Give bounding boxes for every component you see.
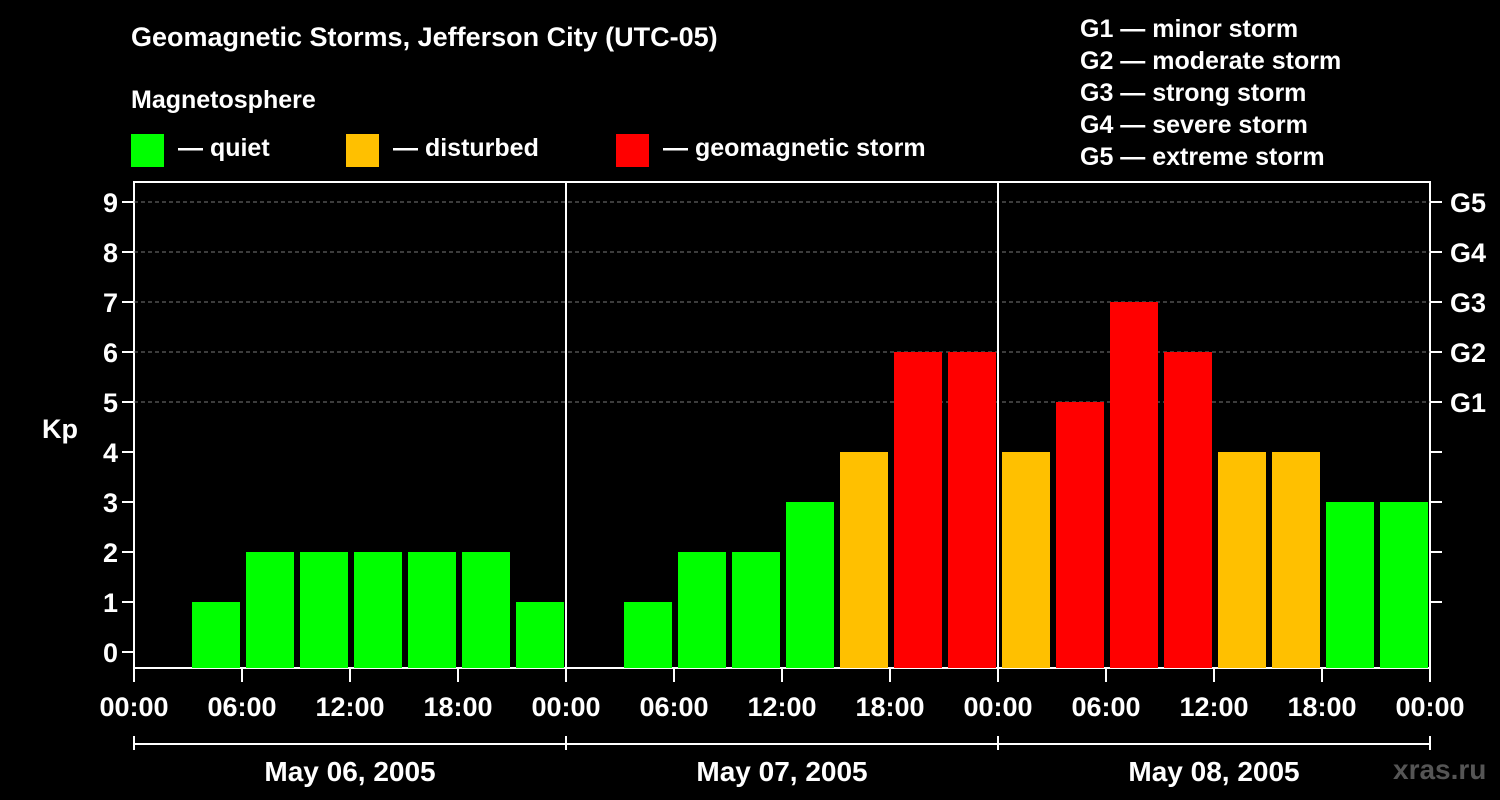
y-tick-label: 8 bbox=[103, 238, 118, 268]
y-tick-label: 7 bbox=[103, 288, 118, 318]
right-tick-label: G1 bbox=[1450, 388, 1486, 418]
right-tick-label: G3 bbox=[1450, 288, 1486, 318]
right-tick-label: G2 bbox=[1450, 338, 1486, 368]
x-tick-label: 00:00 bbox=[1395, 692, 1464, 722]
bar bbox=[1218, 452, 1266, 668]
storm-level-g4: G4 — severe storm bbox=[1080, 111, 1308, 139]
x-tick-label: 06:00 bbox=[207, 692, 276, 722]
bar bbox=[840, 452, 888, 668]
bar bbox=[300, 552, 348, 668]
date-label: May 06, 2005 bbox=[264, 756, 435, 787]
y-tick-label: 0 bbox=[103, 638, 118, 668]
x-tick-label: 18:00 bbox=[855, 692, 924, 722]
bar bbox=[948, 352, 996, 668]
right-tick-label: G4 bbox=[1450, 238, 1486, 268]
storm-level-g1: G1 — minor storm bbox=[1080, 15, 1299, 43]
bar bbox=[678, 552, 726, 668]
y-tick-label: 1 bbox=[103, 588, 118, 618]
legend-swatch-quiet bbox=[131, 134, 164, 167]
x-tick-label: 06:00 bbox=[639, 692, 708, 722]
y-tick-label: 4 bbox=[103, 438, 118, 468]
bar bbox=[1056, 402, 1104, 668]
bar bbox=[894, 352, 942, 668]
x-tick-label: 18:00 bbox=[423, 692, 492, 722]
bar bbox=[516, 602, 564, 668]
x-tick-label: 00:00 bbox=[963, 692, 1032, 722]
y-tick-label: 5 bbox=[103, 388, 118, 418]
legend-label-disturbed: — disturbed bbox=[393, 134, 539, 162]
bar bbox=[1380, 502, 1428, 668]
chart-title: Geomagnetic Storms, Jefferson City (UTC-… bbox=[131, 22, 718, 52]
y-tick-label: 3 bbox=[103, 488, 118, 518]
bar bbox=[462, 552, 510, 668]
bar bbox=[1326, 502, 1374, 668]
legend-label-quiet: — quiet bbox=[178, 134, 270, 162]
bar bbox=[786, 502, 834, 668]
y-tick-label: 9 bbox=[103, 188, 118, 218]
y-axis-label: Kp bbox=[42, 414, 78, 444]
y-tick-label: 2 bbox=[103, 538, 118, 568]
bar bbox=[1272, 452, 1320, 668]
x-tick-label: 12:00 bbox=[1179, 692, 1248, 722]
bar bbox=[1002, 452, 1050, 668]
x-tick-label: 12:00 bbox=[747, 692, 816, 722]
storm-level-g5: G5 — extreme storm bbox=[1080, 143, 1325, 171]
right-tick-label: G5 bbox=[1450, 188, 1486, 218]
legend-label-storm: — geomagnetic storm bbox=[663, 134, 926, 162]
x-tick-label: 00:00 bbox=[99, 692, 168, 722]
x-tick-label: 06:00 bbox=[1071, 692, 1140, 722]
bar bbox=[408, 552, 456, 668]
bar bbox=[732, 552, 780, 668]
bar bbox=[1110, 302, 1158, 668]
legend-swatch-disturbed bbox=[346, 134, 379, 167]
storm-level-g3: G3 — strong storm bbox=[1080, 79, 1307, 107]
bar bbox=[354, 552, 402, 668]
bar bbox=[1164, 352, 1212, 668]
x-tick-label: 12:00 bbox=[315, 692, 384, 722]
date-label: May 07, 2005 bbox=[696, 756, 867, 787]
watermark: xras.ru bbox=[1393, 754, 1487, 785]
legend-swatch-storm bbox=[616, 134, 649, 167]
x-tick-label: 00:00 bbox=[531, 692, 600, 722]
legend-heading: Magnetosphere bbox=[131, 86, 316, 114]
storm-level-g2: G2 — moderate storm bbox=[1080, 47, 1342, 75]
date-label: May 08, 2005 bbox=[1128, 756, 1299, 787]
y-tick-label: 6 bbox=[103, 338, 118, 368]
bar bbox=[246, 552, 294, 668]
x-tick-label: 18:00 bbox=[1287, 692, 1356, 722]
bar bbox=[192, 602, 240, 668]
bar bbox=[624, 602, 672, 668]
